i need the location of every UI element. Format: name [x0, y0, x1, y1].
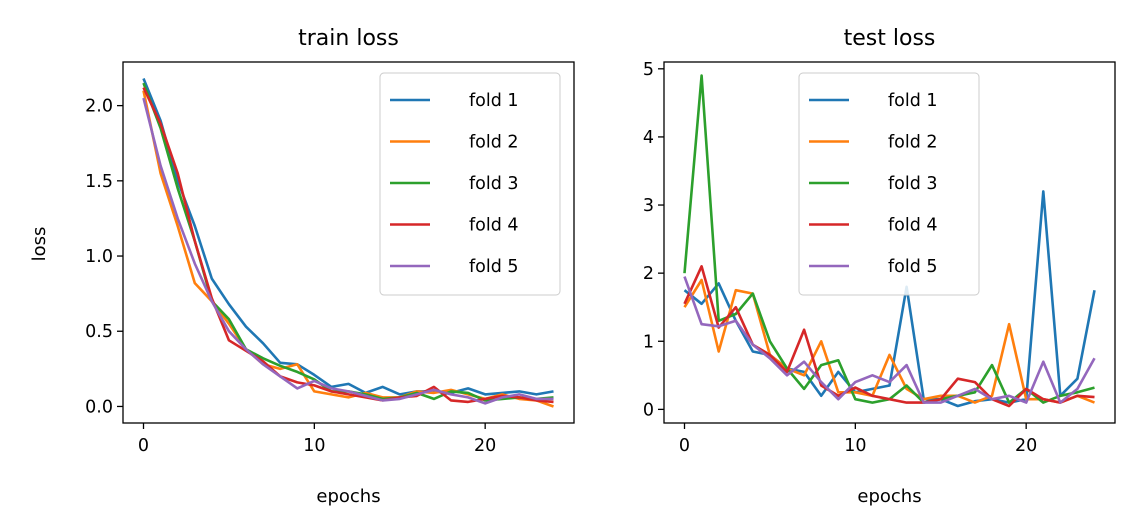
x-axis-label: epochs	[857, 486, 921, 507]
y-tick-label: 5	[643, 60, 654, 80]
y-tick-label: 0.0	[85, 397, 113, 417]
y-tick-label: 3	[643, 196, 654, 216]
plot-title: test loss	[844, 26, 936, 51]
y-axis-label: loss	[29, 227, 50, 262]
legend-label-fold-3: fold 3	[469, 174, 519, 194]
legend-label-fold-4: fold 4	[888, 216, 938, 236]
y-tick-label: 1	[643, 332, 654, 352]
plot-frame	[122, 61, 575, 424]
y-tick-label: 0	[643, 400, 654, 420]
series-line-fold-5	[683, 276, 1096, 404]
legend-label-fold-3: fold 3	[888, 174, 938, 194]
legend-box	[379, 72, 561, 296]
series-line-fold-1	[142, 78, 554, 396]
plot-title: train loss	[298, 26, 399, 51]
legend-box	[798, 72, 980, 296]
y-tick-label: 2.0	[85, 97, 113, 117]
plot-frame	[663, 61, 1116, 424]
legend-label-fold-4: fold 4	[469, 216, 519, 236]
y-tick-label: 0.5	[85, 322, 113, 342]
x-tick-label: 10	[844, 436, 866, 456]
y-tick-label: 4	[643, 128, 654, 148]
legend: fold 1 fold 2 fold 3 fold 4 fold 5	[798, 72, 980, 296]
legend-label-fold-1: fold 1	[469, 91, 519, 111]
series-line-fold-5	[142, 97, 554, 405]
x-tick-label: 20	[474, 436, 496, 456]
legend-label-fold-5: fold 5	[888, 257, 938, 277]
y-tick-label: 2	[643, 264, 654, 284]
x-axis-label: epochs	[316, 486, 380, 507]
legend-label-fold-2: fold 2	[469, 133, 519, 153]
train-loss-plot: train loss epochs loss 0 10 20 0.0 0.5 1.0 1.5…	[29, 26, 575, 507]
y-tick-label: 1.0	[85, 247, 113, 267]
legend-label-fold-2: fold 2	[888, 133, 938, 153]
x-tick-label: 20	[1015, 436, 1037, 456]
x-tick-label: 10	[303, 436, 325, 456]
y-tick-label: 1.5	[85, 172, 113, 192]
legend: fold 1 fold 2 fold 3 fold 4 fold 5	[379, 72, 561, 296]
x-tick-label: 0	[138, 436, 149, 456]
legend-label-fold-5: fold 5	[469, 257, 519, 277]
x-tick-label: 0	[679, 436, 690, 456]
legend-label-fold-1: fold 1	[888, 91, 938, 111]
